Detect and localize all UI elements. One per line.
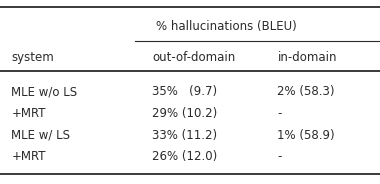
Text: 26% (12.0): 26% (12.0) (152, 150, 217, 163)
Text: 2% (58.3): 2% (58.3) (277, 86, 335, 98)
Text: in-domain: in-domain (277, 52, 337, 64)
Text: 33% (11.2): 33% (11.2) (152, 129, 217, 142)
Text: 29% (10.2): 29% (10.2) (152, 107, 217, 120)
Text: +MRT: +MRT (11, 107, 46, 120)
Text: system: system (11, 52, 54, 64)
Text: -: - (277, 150, 282, 163)
Text: out-of-domain: out-of-domain (152, 52, 235, 64)
Text: MLE w/ LS: MLE w/ LS (11, 129, 70, 142)
Text: -: - (277, 107, 282, 120)
Text: MLE w/o LS: MLE w/o LS (11, 86, 78, 98)
Text: 1% (58.9): 1% (58.9) (277, 129, 335, 142)
Text: % hallucinations (BLEU): % hallucinations (BLEU) (156, 20, 296, 33)
Text: +MRT: +MRT (11, 150, 46, 163)
Text: 35%   (9.7): 35% (9.7) (152, 86, 217, 98)
